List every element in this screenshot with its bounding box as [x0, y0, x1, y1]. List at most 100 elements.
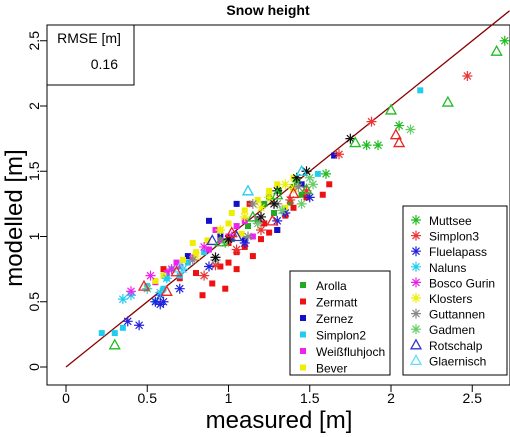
data-point — [215, 224, 226, 235]
y-tick-label: 1 — [26, 232, 42, 240]
data-point — [209, 280, 216, 287]
data-point — [152, 277, 159, 284]
data-point — [373, 140, 383, 151]
data-point — [204, 237, 211, 244]
data-point — [199, 292, 206, 299]
data-point — [137, 279, 151, 291]
data-point — [241, 184, 255, 196]
legend-label: Naluns — [429, 261, 466, 275]
data-point — [490, 44, 503, 56]
legend-label: Rotschalp — [429, 339, 483, 353]
data-point — [256, 211, 266, 222]
data-point — [246, 210, 259, 222]
legend-label: Bosco Gurin — [429, 276, 495, 290]
x-tick-label: 2 — [387, 390, 395, 406]
data-point — [285, 194, 296, 205]
data-point — [266, 187, 273, 194]
data-point — [117, 294, 128, 305]
data-point — [155, 299, 166, 310]
legend-marker — [411, 215, 421, 225]
data-point — [277, 205, 288, 216]
data-point — [142, 283, 153, 294]
data-point — [334, 149, 344, 160]
data-point — [206, 234, 219, 246]
data-point — [223, 234, 234, 245]
data-point — [301, 166, 312, 177]
data-point — [245, 223, 251, 230]
data-point — [166, 264, 177, 275]
data-point — [217, 237, 224, 244]
data-point — [222, 285, 229, 292]
data-point — [214, 235, 227, 247]
data-point — [300, 183, 313, 195]
data-point — [233, 223, 240, 230]
data-point — [231, 244, 242, 255]
legend-marker — [300, 364, 306, 371]
data-point — [119, 324, 126, 331]
data-point — [441, 95, 454, 107]
y-axis: 0 0.5 1 1.5 2 2.5 — [26, 31, 47, 371]
legend-label: Simplon3 — [429, 230, 479, 244]
data-point — [296, 198, 307, 209]
data-point — [308, 179, 318, 190]
legend-marker — [411, 230, 421, 241]
data-point — [134, 320, 145, 331]
data-point — [206, 246, 212, 253]
data-point — [319, 191, 326, 198]
data-point — [241, 207, 248, 214]
data-point — [160, 285, 167, 292]
data-point — [462, 70, 473, 81]
data-point — [184, 253, 191, 260]
data-point — [228, 210, 235, 217]
legend-left: Arolla Zermatt Zernez Simplon2 Weißfluhjoch B… — [289, 270, 391, 376]
data-point — [98, 330, 105, 337]
data-point — [271, 210, 277, 217]
legend-label: Muttsee — [429, 214, 472, 228]
legend-label: Weißfluhjoch — [316, 345, 385, 359]
data-point — [238, 230, 245, 237]
data-point — [345, 133, 356, 144]
legend-marker — [411, 324, 421, 335]
data-point — [210, 260, 221, 271]
data-point — [247, 198, 258, 209]
data-point — [111, 330, 118, 337]
data-point — [150, 296, 161, 307]
data-point — [126, 286, 136, 297]
data-point — [389, 128, 402, 140]
legend-marker — [411, 293, 421, 303]
data-point — [272, 215, 283, 226]
data-point — [349, 136, 362, 148]
data-point — [499, 35, 510, 46]
data-point — [290, 204, 297, 211]
legend-label: Simplon2 — [316, 329, 366, 343]
legend-label: Zernez — [316, 312, 353, 326]
legend-label: Gadmen — [429, 323, 475, 337]
data-point — [243, 231, 253, 242]
data-point — [314, 170, 321, 177]
legend-marker — [411, 277, 421, 288]
x-tick-label: 0.5 — [138, 390, 158, 406]
data-point — [249, 253, 256, 260]
plot-frame — [46, 24, 510, 386]
rmse-box: RMSE [m] 0.16 — [46, 24, 135, 86]
data-point — [331, 152, 338, 159]
y-tick-label: 2 — [26, 102, 42, 110]
data-point — [271, 188, 284, 200]
data-point — [225, 220, 232, 227]
data-point — [173, 259, 180, 266]
data-point — [301, 185, 312, 196]
data-point — [193, 270, 199, 277]
data-point — [394, 120, 405, 131]
data-point — [304, 172, 315, 183]
legend-label: Klosters — [429, 292, 472, 306]
data-point — [256, 224, 266, 235]
x-axis: 0 0.5 1 1.5 2 2.5 — [62, 385, 482, 406]
rmse-label: RMSE [m] — [57, 30, 121, 46]
data-point — [266, 214, 279, 226]
data-point — [252, 218, 263, 229]
legend-marker — [411, 246, 421, 257]
data-point — [269, 198, 279, 209]
data-point — [191, 251, 201, 262]
